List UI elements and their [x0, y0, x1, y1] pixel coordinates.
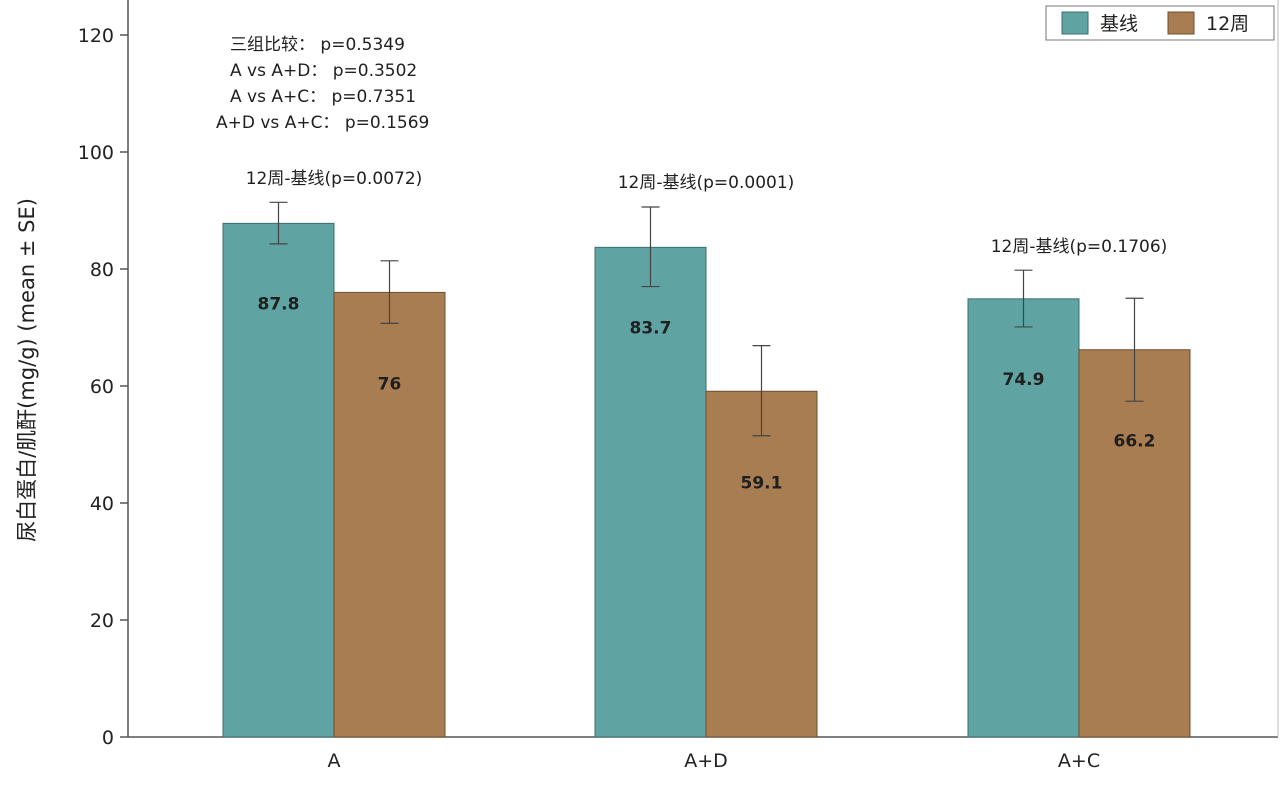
value-label-A-12周: 76: [378, 374, 402, 394]
bar-A+C-基线: [967, 298, 1080, 738]
legend-swatch-baseline: [1061, 11, 1089, 35]
y-tick-label-80: 80: [90, 259, 114, 281]
bar-A+D-12周: [705, 390, 818, 738]
y-tick-label-120: 120: [78, 25, 114, 47]
comparison-line-2: A vs A+D： p=0.3502: [230, 61, 417, 81]
value-label-A-基线: 87.8: [258, 294, 300, 314]
value-label-A+D-12周: 59.1: [741, 473, 783, 493]
y-tick-label-60: 60: [90, 376, 114, 398]
change-annotation-AC: 12周-基线(p=0.1706): [991, 237, 1168, 257]
legend-label-12w: 12周: [1206, 13, 1249, 35]
change-annotation-AD: 12周-基线(p=0.0001): [618, 173, 795, 193]
x-tick-label-A+C: A+C: [1058, 750, 1100, 772]
bar-A-12周: [333, 291, 446, 738]
y-axis-label: 尿白蛋白/肌酐(mg/g) (mean ± SE): [15, 198, 39, 542]
bar-A+C-12周: [1078, 349, 1191, 738]
comparison-line-1: 三组比较： p=0.5349: [230, 35, 405, 55]
comparison-line-3: A vs A+C： p=0.7351: [230, 87, 416, 107]
y-tick-label-0: 0: [102, 727, 114, 749]
legend: 基线 12周: [1045, 5, 1275, 41]
y-ticks: 0 20 40 60 80 100 120: [78, 25, 128, 749]
category-labels: A A+D A+C: [328, 750, 1101, 772]
y-tick-label-20: 20: [90, 610, 114, 632]
y-tick-label-40: 40: [90, 493, 114, 515]
value-label-A+D-基线: 83.7: [630, 318, 672, 338]
x-tick-label-A+D: A+D: [684, 750, 728, 772]
legend-swatch-12w: [1167, 11, 1195, 35]
change-annotation-A: 12周-基线(p=0.0072): [246, 169, 423, 189]
bar-A+D-基线: [594, 246, 707, 738]
bars-layer: 87.8 76 83.7 59.1 74.9 66.2: [222, 201, 1191, 738]
y-tick-label-100: 100: [78, 142, 114, 164]
legend-label-baseline: 基线: [1100, 13, 1138, 35]
value-label-A+C-12周: 66.2: [1114, 432, 1156, 452]
value-label-A+C-基线: 74.9: [1003, 370, 1045, 390]
x-tick-label-A: A: [328, 750, 341, 772]
group-comparison-annotation: 三组比较： p=0.5349 A vs A+D： p=0.3502 A vs A…: [216, 35, 429, 133]
comparison-line-4: A+D vs A+C： p=0.1569: [216, 113, 429, 133]
